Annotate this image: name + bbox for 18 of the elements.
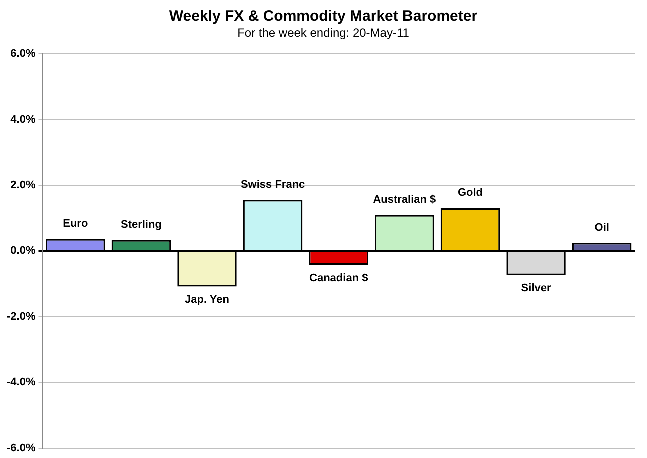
y-tick-label: 6.0% — [10, 48, 36, 60]
y-tick-label: 4.0% — [10, 114, 36, 126]
y-tick-label: -2.0% — [6, 310, 36, 323]
x-tick-label: Canadian $ — [310, 272, 368, 285]
x-tick-label: Australian $ — [373, 194, 436, 206]
y-tick-label: -4.0% — [6, 376, 36, 389]
chart-title: Weekly FX & Commodity Market Barometer — [168, 8, 479, 25]
x-tick-label: Euro — [63, 218, 88, 230]
x-tick-label: Jap. Yen — [185, 294, 230, 306]
y-tick-label: 0.0% — [10, 245, 36, 258]
y-tick-label: 2.0% — [10, 180, 36, 192]
x-tick-label: Swiss Franc — [240, 178, 306, 191]
y-tick-label: -6.0% — [6, 442, 36, 454]
x-tick-label: Sterling — [120, 218, 162, 231]
x-tick-label: Gold — [458, 187, 484, 200]
chart-subtitle: For the week ending: 20-May-11 — [236, 26, 410, 40]
x-tick-label: Oil — [594, 222, 610, 234]
x-tick-label: Silver — [521, 282, 552, 295]
